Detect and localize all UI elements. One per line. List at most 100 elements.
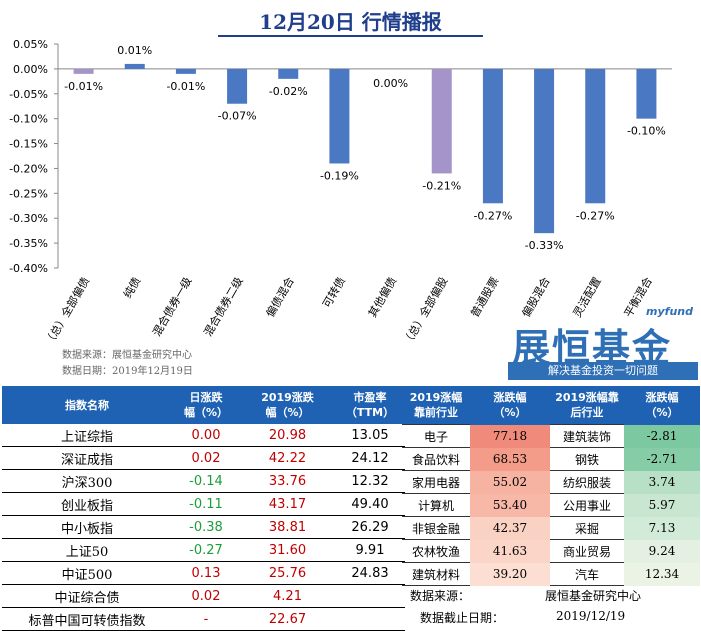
table-cell: 中小板指 bbox=[2, 515, 172, 539]
table-row: 建筑材料 39.20 汽车 12.34 bbox=[402, 562, 700, 586]
table-row: 中小板指 -0.38 38.81 26.29 bbox=[2, 515, 405, 539]
index-table-header: 日涨跌 幅（%） bbox=[172, 386, 240, 424]
table-cell: 创业板指 bbox=[2, 492, 172, 516]
table-row: 家用电器 55.02 纺织服装 3.74 bbox=[402, 470, 700, 494]
y-tick-label: 0.00% bbox=[13, 63, 48, 76]
table-row: 计算机 53.40 公用事业 5.97 bbox=[402, 493, 700, 517]
table-cell: 家用电器 bbox=[402, 470, 470, 494]
table-cell: 上证50 bbox=[2, 538, 172, 562]
table-cell: 26.29 bbox=[335, 515, 405, 539]
table-cell: -2.81 bbox=[624, 424, 700, 448]
table-cell: -0.38 bbox=[172, 515, 240, 539]
index-table-header: 市盈率 （TTM） bbox=[335, 386, 405, 424]
bar bbox=[329, 68, 350, 164]
table-cell: 建筑材料 bbox=[402, 562, 470, 586]
table-cell: 商业贸易 bbox=[550, 539, 624, 563]
table-cell: 43.17 bbox=[240, 492, 335, 516]
data-label: -0.19% bbox=[320, 169, 359, 182]
table-cell: -0.11 bbox=[172, 492, 240, 516]
table-cell: 计算机 bbox=[402, 493, 470, 517]
date-note: 数据日期：2019年12月19日 bbox=[62, 366, 193, 377]
table-row: 沪深300 -0.14 33.76 12.32 bbox=[2, 469, 405, 493]
table-cell: 建筑装饰 bbox=[550, 424, 624, 448]
table-cell bbox=[335, 607, 405, 631]
table-cell: 9.91 bbox=[335, 538, 405, 562]
table-cell: 食品饮料 bbox=[402, 447, 470, 471]
table-cell: 20.98 bbox=[240, 424, 335, 447]
brand-small-text: myfund bbox=[646, 305, 693, 318]
table-cell: 24.83 bbox=[335, 561, 405, 585]
x-tick-label: （总）全部偏债 bbox=[42, 275, 93, 349]
x-tick-label: 纯债 bbox=[120, 275, 143, 301]
table-cell: 0.02 bbox=[172, 584, 240, 608]
table-cell: -0.14 bbox=[172, 469, 240, 493]
title-underline bbox=[218, 35, 483, 37]
x-tick-label: 混合债券一级 bbox=[149, 275, 194, 339]
source-note: 数据来源：展恒基金研究中心 bbox=[62, 350, 192, 361]
y-tick-label: -0.05% bbox=[9, 88, 48, 101]
industry-table-header: 涨跌幅 （%） bbox=[624, 386, 700, 425]
table-cell: 3.74 bbox=[624, 470, 700, 494]
y-tick-label: -0.10% bbox=[9, 113, 48, 126]
table-row: 中证综合债 0.02 4.21 bbox=[2, 584, 405, 608]
table-cell: 25.76 bbox=[240, 561, 335, 585]
bar bbox=[175, 68, 196, 74]
table-cell: -0.27 bbox=[172, 538, 240, 562]
data-label: -0.21% bbox=[422, 179, 461, 192]
table-cell: 中证综合债 bbox=[2, 584, 172, 608]
table-cell: 22.67 bbox=[240, 607, 335, 631]
table-cell: 标普中国可转债指数 bbox=[2, 607, 172, 631]
table-cell: 39.20 bbox=[470, 562, 550, 586]
industry-table-header: 2019涨幅 靠前行业 bbox=[402, 386, 470, 425]
table-cell: 农林牧渔 bbox=[402, 539, 470, 563]
table-cell: 非银金融 bbox=[402, 516, 470, 540]
industry-table-header: 2019涨幅靠 后行业 bbox=[550, 386, 624, 425]
footer-date-value: 2019/12/19 bbox=[556, 609, 626, 623]
bar bbox=[534, 68, 555, 234]
table-cell bbox=[335, 584, 405, 608]
table-cell: 24.12 bbox=[335, 446, 405, 470]
table-cell: 4.21 bbox=[240, 584, 335, 608]
bar bbox=[278, 68, 299, 79]
table-cell: - bbox=[172, 607, 240, 631]
table-cell: -2.71 bbox=[624, 447, 700, 471]
table-cell: 深证成指 bbox=[2, 446, 172, 470]
table-cell: 68.53 bbox=[470, 447, 550, 471]
index-table-header: 2019涨跌 幅（%） bbox=[240, 386, 335, 424]
table-cell: 9.24 bbox=[624, 539, 700, 563]
y-tick-label: -0.30% bbox=[9, 212, 48, 225]
data-label: -0.33% bbox=[525, 239, 564, 252]
bar bbox=[482, 68, 503, 204]
page-title: 12月20日 行情播报 bbox=[259, 10, 442, 34]
footer-source-value: 展恒基金研究中心 bbox=[545, 589, 642, 603]
table-row: 电子 77.18 建筑装饰 -2.81 bbox=[402, 424, 700, 448]
y-tick-label: -0.20% bbox=[9, 162, 48, 175]
table-cell: 33.76 bbox=[240, 469, 335, 493]
table-row: 标普中国可转债指数 -22.67 bbox=[2, 607, 405, 631]
table-cell: 42.22 bbox=[240, 446, 335, 470]
table-cell: 电子 bbox=[402, 424, 470, 448]
index-table: 指数名称 日涨跌 幅（%） 2019涨跌 幅（%） 市盈率 （TTM） 上证综指 0.00 20… bbox=[2, 386, 405, 631]
table-cell: 41.63 bbox=[470, 539, 550, 563]
x-tick-label: 其他偏债 bbox=[365, 275, 399, 320]
bar bbox=[431, 68, 452, 174]
table-cell: 42.37 bbox=[470, 516, 550, 540]
table-cell: 38.81 bbox=[240, 515, 335, 539]
data-label: -0.01% bbox=[166, 80, 205, 93]
table-cell: 纺织服装 bbox=[550, 470, 624, 494]
table-cell: 12.32 bbox=[335, 469, 405, 493]
table-cell: 采掘 bbox=[550, 516, 624, 540]
bar bbox=[585, 68, 606, 204]
table-cell: 公用事业 bbox=[550, 493, 624, 517]
bar bbox=[73, 68, 94, 74]
industry-table: 2019涨幅 靠前行业 涨跌幅 （%） 2019涨幅靠 后行业 涨跌幅 （%） 电子 77.18… bbox=[402, 386, 700, 586]
table-cell: 77.18 bbox=[470, 424, 550, 448]
table-row: 非银金融 42.37 采掘 7.13 bbox=[402, 516, 700, 540]
bar bbox=[227, 68, 248, 104]
data-label: -0.27% bbox=[576, 209, 615, 222]
table-row: 农林牧渔 41.63 商业贸易 9.24 bbox=[402, 539, 700, 563]
industry-table-header: 涨跌幅 （%） bbox=[470, 386, 550, 425]
x-tick-label: 混合债券二级 bbox=[201, 275, 246, 339]
table-cell: 0.02 bbox=[172, 446, 240, 470]
y-tick-label: -0.40% bbox=[9, 262, 48, 275]
